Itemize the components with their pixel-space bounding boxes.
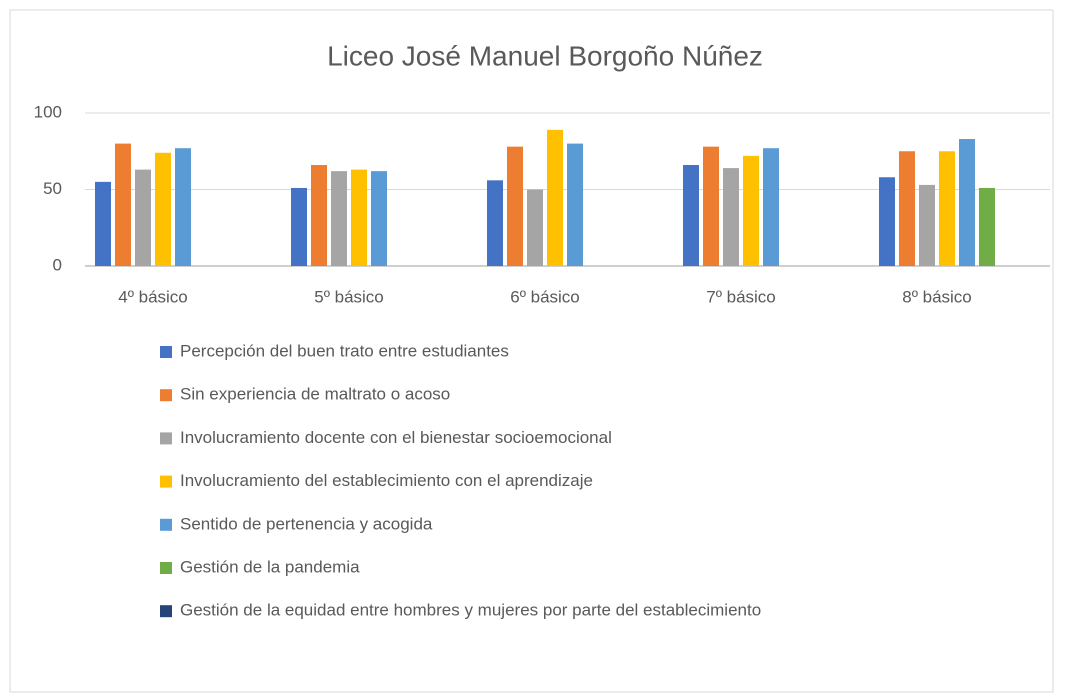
bar (291, 187, 307, 266)
bar (175, 148, 191, 266)
legend-label: Involucramiento del establecimiento con … (180, 471, 593, 490)
bar (879, 177, 895, 266)
bar (115, 143, 131, 266)
bar (939, 151, 955, 266)
bar (351, 169, 367, 266)
legend-swatch (160, 346, 172, 358)
chart-frame (9, 9, 1054, 693)
y-tick-label: 50 (43, 179, 62, 198)
bar (959, 139, 975, 266)
bar (311, 165, 327, 266)
bar (703, 146, 719, 266)
legend-swatch (160, 432, 172, 445)
legend-swatch (160, 562, 172, 574)
bar (763, 148, 779, 266)
legend-swatch (160, 518, 172, 531)
bar (95, 181, 111, 266)
legend-label: Gestión de la pandemia (180, 557, 360, 576)
bar (899, 151, 915, 266)
bar (723, 168, 739, 266)
bar (135, 169, 151, 266)
x-tick-label: 5º básico (314, 287, 384, 306)
bar (527, 189, 543, 266)
bar (979, 187, 995, 266)
bar (487, 180, 503, 266)
x-tick-label: 6º básico (510, 287, 580, 306)
legend-label: Sin experiencia de maltrato o acoso (180, 385, 450, 404)
bar (743, 155, 759, 266)
bar (371, 171, 387, 266)
bar (683, 165, 699, 266)
x-tick-label: 8º básico (902, 287, 972, 306)
bar (547, 129, 563, 266)
bar (331, 171, 347, 266)
legend-label: Sentido de pertenencia y acogida (180, 514, 433, 533)
x-tick-label: 7º básico (706, 287, 776, 306)
chart-title: Liceo José Manuel Borgoño Núñez (327, 40, 763, 71)
legend-swatch (160, 605, 172, 618)
legend-label: Involucramiento docente con el bienestar… (180, 428, 612, 447)
legend-label: Percepción del buen trato entre estudian… (180, 341, 509, 360)
bar (507, 146, 523, 266)
legend-swatch (160, 475, 172, 488)
x-tick-label: 4º básico (118, 287, 188, 306)
bar (155, 152, 171, 266)
y-tick-label: 100 (34, 102, 62, 121)
y-tick-label: 0 (53, 255, 62, 274)
legend-label: Gestión de la equidad entre hombres y mu… (180, 601, 761, 620)
legend-swatch (160, 389, 172, 402)
bar (567, 143, 583, 266)
bar (919, 184, 935, 266)
